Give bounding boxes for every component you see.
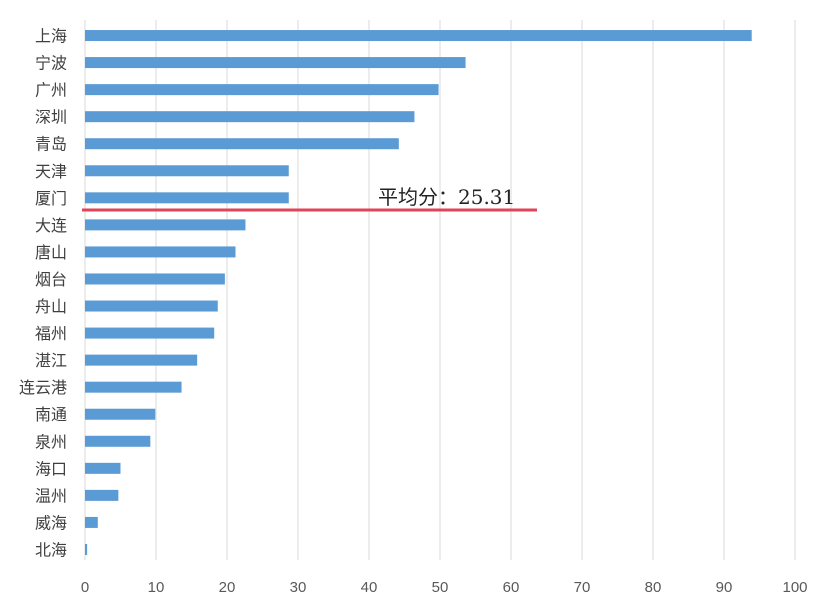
bar-15	[85, 435, 151, 447]
bar-19	[85, 543, 88, 555]
category-label-4: 青岛	[35, 135, 67, 154]
category-label-5: 天津	[35, 162, 67, 181]
bar-9	[85, 273, 225, 285]
category-label-0: 上海	[35, 27, 67, 46]
x-tick-label-3: 30	[290, 579, 307, 596]
bar-0	[85, 30, 752, 42]
category-label-15: 泉州	[35, 432, 67, 451]
bar-6	[85, 192, 289, 204]
category-label-17: 温州	[35, 486, 67, 505]
bar-11	[85, 327, 215, 339]
category-label-9: 烟台	[35, 270, 67, 289]
x-tick-label-6: 60	[503, 579, 520, 596]
category-label-16: 海口	[35, 459, 67, 478]
bar-18	[85, 516, 98, 528]
bar-12	[85, 354, 198, 366]
average-marker: 平均分：25.31	[82, 185, 537, 212]
x-tick-label-5: 50	[432, 579, 449, 596]
category-label-19: 北海	[35, 540, 67, 559]
bars	[85, 30, 752, 555]
bar-13	[85, 381, 182, 393]
category-label-13: 连云港	[19, 378, 67, 397]
category-label-2: 广州	[35, 81, 67, 100]
category-labels: 上海宁波广州深圳青岛天津厦门大连唐山烟台舟山福州湛江连云港南通泉州海口温州威海北…	[19, 27, 67, 560]
category-label-14: 南通	[35, 405, 67, 424]
bar-10	[85, 300, 218, 312]
x-tick-label-8: 80	[645, 579, 662, 596]
bar-8	[85, 246, 236, 258]
x-tick-label-4: 40	[361, 579, 378, 596]
gridlines	[84, 20, 796, 560]
x-tick-label-2: 20	[219, 579, 236, 596]
bar-17	[85, 489, 119, 501]
bar-3	[85, 111, 415, 123]
x-tick-label-1: 10	[148, 579, 165, 596]
average-label: 平均分：25.31	[378, 185, 515, 209]
x-tick-labels: 0 10 20 30 40 50 60 70 80 90 100	[81, 579, 808, 596]
x-tick-label-7: 70	[574, 579, 591, 596]
x-tick-label-9: 90	[716, 579, 733, 596]
bar-1	[85, 57, 466, 69]
bar-2	[85, 84, 439, 96]
category-label-7: 大连	[35, 216, 67, 235]
category-label-12: 湛江	[35, 351, 67, 370]
category-label-6: 厦门	[35, 189, 67, 208]
category-label-10: 舟山	[35, 297, 67, 316]
category-label-18: 威海	[35, 513, 67, 532]
bar-16	[85, 462, 121, 474]
x-tick-label-0: 0	[81, 579, 89, 596]
bar-4	[85, 138, 399, 150]
bar-5	[85, 165, 289, 177]
x-tick-label-10: 100	[782, 579, 807, 596]
bar-7	[85, 219, 246, 231]
category-label-8: 唐山	[35, 243, 67, 262]
category-label-3: 深圳	[35, 108, 67, 127]
category-label-11: 福州	[35, 324, 67, 343]
category-label-1: 宁波	[35, 54, 67, 73]
bar-14	[85, 408, 156, 420]
